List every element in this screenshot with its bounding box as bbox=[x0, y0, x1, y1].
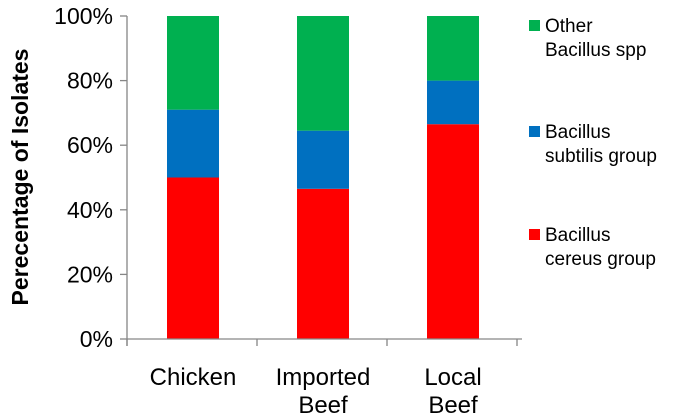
bar-segment bbox=[427, 16, 479, 81]
bar-segment bbox=[167, 177, 219, 339]
y-tick-label: 20% bbox=[67, 261, 113, 287]
x-category-label: Imported Beef bbox=[276, 364, 371, 419]
bar-segment bbox=[297, 130, 349, 189]
bar-segment bbox=[427, 80, 479, 125]
y-tick-label: 60% bbox=[67, 132, 113, 158]
legend-swatch bbox=[529, 20, 540, 31]
legend-label: Bacillus subtilis group bbox=[545, 122, 657, 167]
legend-label: Other Bacillus spp bbox=[545, 16, 646, 61]
y-axis-label: Perecentage of Isolates bbox=[7, 49, 33, 306]
plot-area: 0% 20% 40% 60% 80% 100% Chicken Imported Beef Loc… bbox=[54, 3, 522, 419]
legend: Other Bacillus spp Bacillus subtilis group B… bbox=[529, 16, 657, 270]
y-tick-label: 0% bbox=[80, 326, 113, 352]
legend-swatch bbox=[529, 229, 540, 240]
bar-segment bbox=[297, 188, 349, 339]
legend-label: Bacillus cereus group bbox=[545, 225, 656, 270]
y-tick-label: 80% bbox=[67, 68, 113, 94]
y-tick-label: 100% bbox=[54, 3, 113, 29]
bar-segment bbox=[167, 109, 219, 178]
bar-segment bbox=[167, 16, 219, 110]
bar-segment bbox=[297, 16, 349, 131]
legend-swatch bbox=[529, 126, 540, 137]
bar-segment bbox=[427, 124, 479, 339]
x-category-label: Chicken bbox=[150, 364, 237, 391]
x-category-label: Local Beef bbox=[424, 364, 481, 419]
y-tick-label: 40% bbox=[67, 197, 113, 223]
